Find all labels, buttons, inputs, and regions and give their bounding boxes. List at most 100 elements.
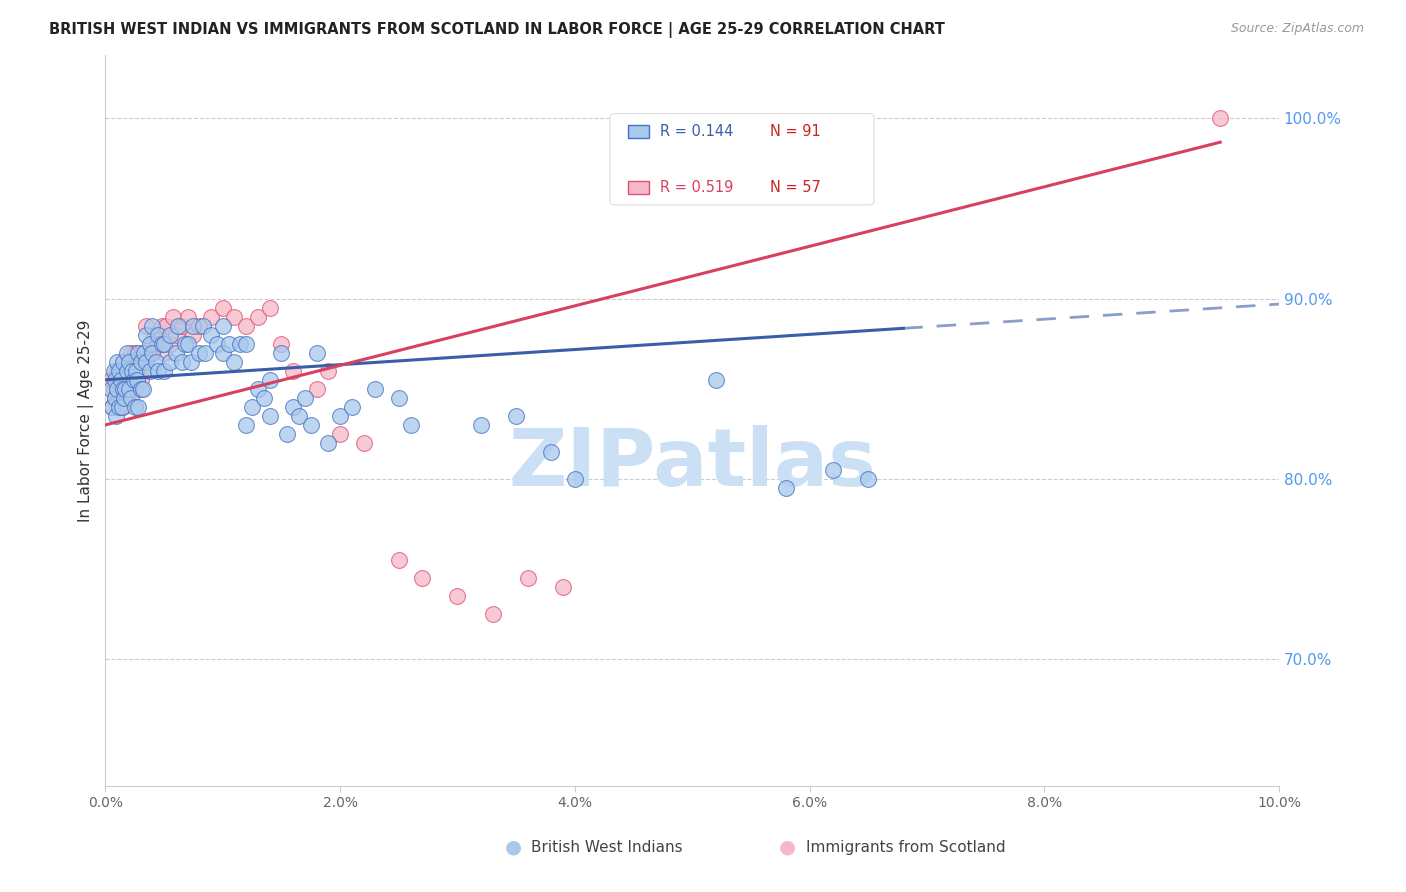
Point xyxy=(288,409,311,423)
Point xyxy=(229,336,252,351)
Point xyxy=(141,345,163,359)
Point xyxy=(200,310,222,324)
Point xyxy=(101,400,124,414)
Point xyxy=(167,318,190,333)
Point xyxy=(135,327,157,342)
Point xyxy=(211,345,233,359)
Point xyxy=(108,400,131,414)
Point xyxy=(200,327,222,342)
Point xyxy=(340,400,363,414)
Text: Source: ZipAtlas.com: Source: ZipAtlas.com xyxy=(1230,22,1364,36)
Y-axis label: In Labor Force | Age 25-29: In Labor Force | Age 25-29 xyxy=(79,319,94,522)
Point xyxy=(111,382,134,396)
Point xyxy=(122,373,145,387)
Point xyxy=(305,382,328,396)
Point xyxy=(162,310,184,324)
Point xyxy=(108,364,131,378)
Point xyxy=(129,345,152,359)
Point xyxy=(111,400,134,414)
Point xyxy=(551,580,574,594)
Point xyxy=(180,355,202,369)
Point xyxy=(1209,112,1232,126)
Point xyxy=(516,571,538,585)
Point xyxy=(211,301,233,315)
Point xyxy=(235,417,257,432)
Text: N = 91: N = 91 xyxy=(769,124,820,138)
Point xyxy=(132,382,155,396)
Point xyxy=(112,355,135,369)
Point xyxy=(170,318,193,333)
Point xyxy=(153,345,176,359)
Point xyxy=(141,336,163,351)
Point xyxy=(183,327,205,342)
Point xyxy=(104,391,127,405)
Point xyxy=(259,301,281,315)
Point xyxy=(112,391,135,405)
Point xyxy=(127,400,149,414)
Point xyxy=(246,382,269,396)
Point xyxy=(281,400,304,414)
Text: British West Indians: British West Indians xyxy=(531,840,683,855)
Point xyxy=(103,364,125,378)
Point xyxy=(122,355,145,369)
Point xyxy=(100,373,122,387)
Point xyxy=(105,382,128,396)
Point xyxy=(211,318,233,333)
Point xyxy=(259,373,281,387)
Point xyxy=(111,355,134,369)
Point xyxy=(775,481,797,495)
Point xyxy=(505,409,527,423)
Point xyxy=(329,426,352,441)
Point xyxy=(299,417,322,432)
Text: Immigrants from Scotland: Immigrants from Scotland xyxy=(806,840,1005,855)
Point xyxy=(188,318,211,333)
Point xyxy=(118,382,141,396)
Point xyxy=(148,364,170,378)
Point xyxy=(165,327,187,342)
Point xyxy=(318,436,340,450)
Point xyxy=(132,364,155,378)
Point xyxy=(124,400,146,414)
Point xyxy=(108,391,131,405)
Point xyxy=(224,355,246,369)
Point xyxy=(388,391,411,405)
Point xyxy=(141,318,163,333)
Point xyxy=(276,426,298,441)
Text: R = 0.144: R = 0.144 xyxy=(661,124,734,138)
Point xyxy=(165,345,187,359)
Point xyxy=(118,355,141,369)
Point xyxy=(481,607,503,622)
Point xyxy=(540,445,562,459)
Point xyxy=(139,345,162,359)
Bar xyxy=(627,181,648,194)
Point xyxy=(259,409,281,423)
Point xyxy=(125,364,148,378)
Point xyxy=(135,318,157,333)
Point xyxy=(124,345,146,359)
Point xyxy=(318,364,340,378)
Point xyxy=(159,336,181,351)
Point xyxy=(183,318,205,333)
Point xyxy=(150,318,173,333)
Point xyxy=(111,382,134,396)
Point xyxy=(105,364,128,378)
Point xyxy=(281,364,304,378)
Point xyxy=(145,355,167,369)
Point xyxy=(132,345,155,359)
Point xyxy=(446,589,468,603)
Point xyxy=(188,345,211,359)
Point xyxy=(127,355,149,369)
Point xyxy=(270,336,292,351)
Point xyxy=(118,364,141,378)
Point xyxy=(139,364,162,378)
Point xyxy=(364,382,387,396)
Point xyxy=(118,382,141,396)
Text: ●: ● xyxy=(779,838,796,857)
Point xyxy=(148,336,170,351)
Point xyxy=(470,417,492,432)
Point xyxy=(105,355,128,369)
Point xyxy=(105,382,128,396)
Point xyxy=(153,364,176,378)
Point xyxy=(104,373,127,387)
Point xyxy=(121,364,143,378)
